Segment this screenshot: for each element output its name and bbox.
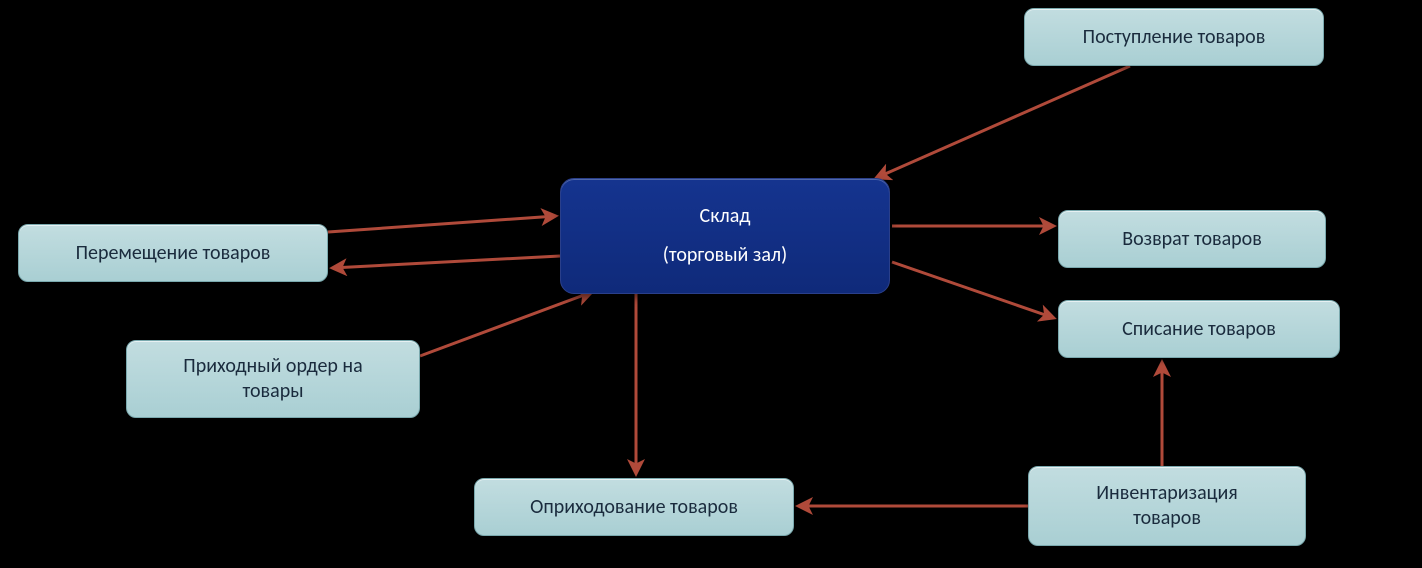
node-order-label-2: товары xyxy=(242,379,303,404)
node-order-label-1: Приходный ордер на xyxy=(183,354,362,379)
node-center-label-2: (торговый зал) xyxy=(663,243,787,268)
node-posting-label: Оприходование товаров xyxy=(530,495,738,520)
edge-center_left_bottom-to-move_right_bottom xyxy=(332,256,560,268)
node-move-label: Перемещение товаров xyxy=(76,241,271,266)
node-inventory-label-1: Инвентаризация xyxy=(1096,481,1238,506)
node-center-label-1: Склад xyxy=(700,204,751,229)
node-center: Склад (торговый зал) xyxy=(560,178,890,294)
edge-receipt_bottom-to-center_topright xyxy=(876,66,1130,178)
node-writeoff-label: Списание товаров xyxy=(1122,317,1276,342)
node-return: Возврат товаров xyxy=(1058,210,1326,268)
node-receipt-label: Поступление товаров xyxy=(1083,25,1266,50)
edge-center_right_bottom-to-writeoff_left xyxy=(892,262,1054,318)
node-order: Приходный ордер на товары xyxy=(126,340,420,418)
diagram-canvas: Склад (торговый зал) Перемещение товаров… xyxy=(0,0,1422,568)
edge-move_right_top-to-center_left_top xyxy=(328,216,556,232)
node-posting: Оприходование товаров xyxy=(474,478,794,536)
edge-order_topright-to-center_bottomleft xyxy=(420,292,592,356)
node-inventory-label-2: товаров xyxy=(1133,506,1201,531)
node-receipt: Поступление товаров xyxy=(1024,8,1324,66)
node-return-label: Возврат товаров xyxy=(1122,227,1262,252)
node-inventory: Инвентаризация товаров xyxy=(1028,466,1306,546)
node-writeoff: Списание товаров xyxy=(1058,300,1340,358)
node-move: Перемещение товаров xyxy=(18,224,328,282)
